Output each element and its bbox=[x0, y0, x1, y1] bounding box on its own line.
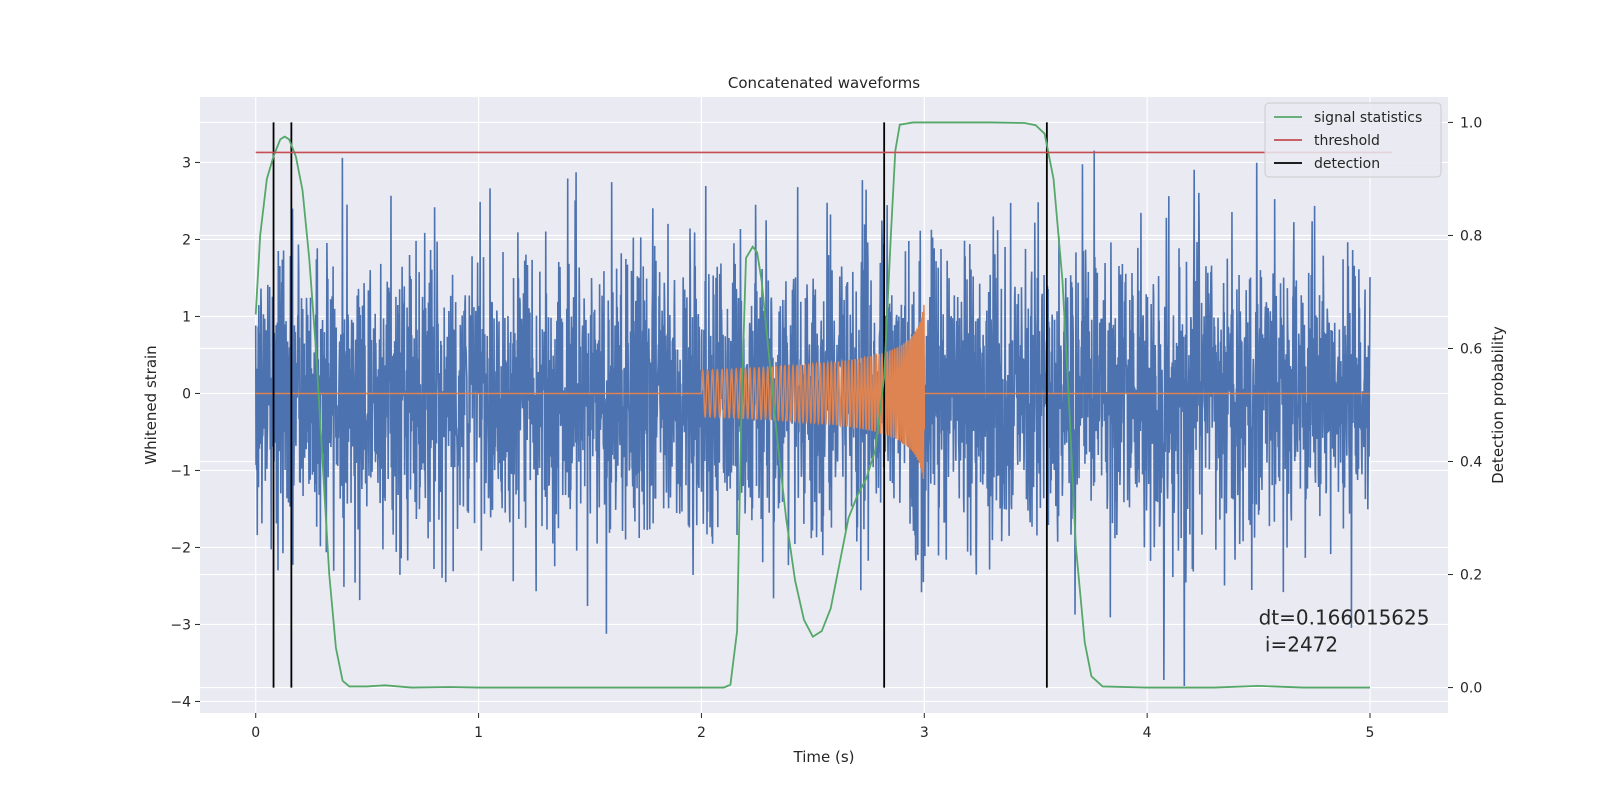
signal-statistics-series bbox=[254, 121, 1370, 689]
annotation-index: i=2472 bbox=[1259, 632, 1339, 656]
legend: signal statistics threshold detection bbox=[1264, 102, 1442, 178]
x-tick-label: 5 bbox=[1366, 725, 1375, 741]
x-tick-label: 0 bbox=[251, 725, 260, 741]
x-axis-label: Time (s) bbox=[793, 748, 855, 766]
chart-title: Concatenated waveforms bbox=[728, 74, 920, 92]
x-tick-label: 4 bbox=[1143, 725, 1152, 741]
x-tick-label: 1 bbox=[474, 725, 483, 741]
right-y-tick-label: 0.6 bbox=[1460, 341, 1482, 357]
annotation-dt: dt=0.166015625 bbox=[1259, 605, 1430, 629]
legend-box bbox=[1264, 102, 1442, 178]
left-y-tick-label: 2 bbox=[182, 232, 191, 248]
x-tick-label: 2 bbox=[697, 725, 706, 741]
right-y-tick-label: 0.8 bbox=[1460, 228, 1482, 244]
legend-label-threshold: threshold bbox=[1314, 133, 1380, 149]
noise-series bbox=[254, 150, 1371, 687]
right-y-axis-label: Detection probability bbox=[1489, 326, 1507, 484]
legend-label-signal-statistics: signal statistics bbox=[1314, 110, 1422, 126]
left-y-axis-label: Whitened strain bbox=[142, 345, 160, 464]
right-y-tick-label: 1.0 bbox=[1460, 115, 1482, 131]
left-y-tick-label: −1 bbox=[170, 463, 191, 479]
legend-label-detection: detection bbox=[1314, 156, 1380, 172]
left-y-tick-label: −3 bbox=[170, 617, 191, 633]
right-y-tick-label: 0.4 bbox=[1460, 455, 1482, 471]
right-y-tick-label: 0.0 bbox=[1460, 681, 1482, 697]
left-y-tick-label: −4 bbox=[170, 694, 191, 710]
left-y-tick-label: 0 bbox=[182, 386, 191, 402]
right-y-tick-label: 0.2 bbox=[1460, 568, 1482, 584]
left-y-axis-ticks: −4 −3 −2 −1 0 1 2 3 bbox=[170, 155, 200, 710]
left-y-tick-label: 1 bbox=[182, 309, 191, 325]
annotation: dt=0.166015625 i=2472 bbox=[1259, 605, 1430, 656]
right-y-axis-ticks: 0.0 0.2 0.4 0.6 0.8 1.0 bbox=[1448, 115, 1482, 697]
left-y-tick-label: −2 bbox=[170, 540, 191, 556]
detection-lines bbox=[272, 122, 1048, 688]
left-y-tick-label: 3 bbox=[182, 155, 191, 171]
x-axis-ticks: 0 1 2 3 4 5 bbox=[251, 713, 1374, 741]
chirp-series bbox=[255, 304, 1370, 479]
x-tick-label: 3 bbox=[920, 725, 929, 741]
series-layer bbox=[254, 121, 1393, 689]
